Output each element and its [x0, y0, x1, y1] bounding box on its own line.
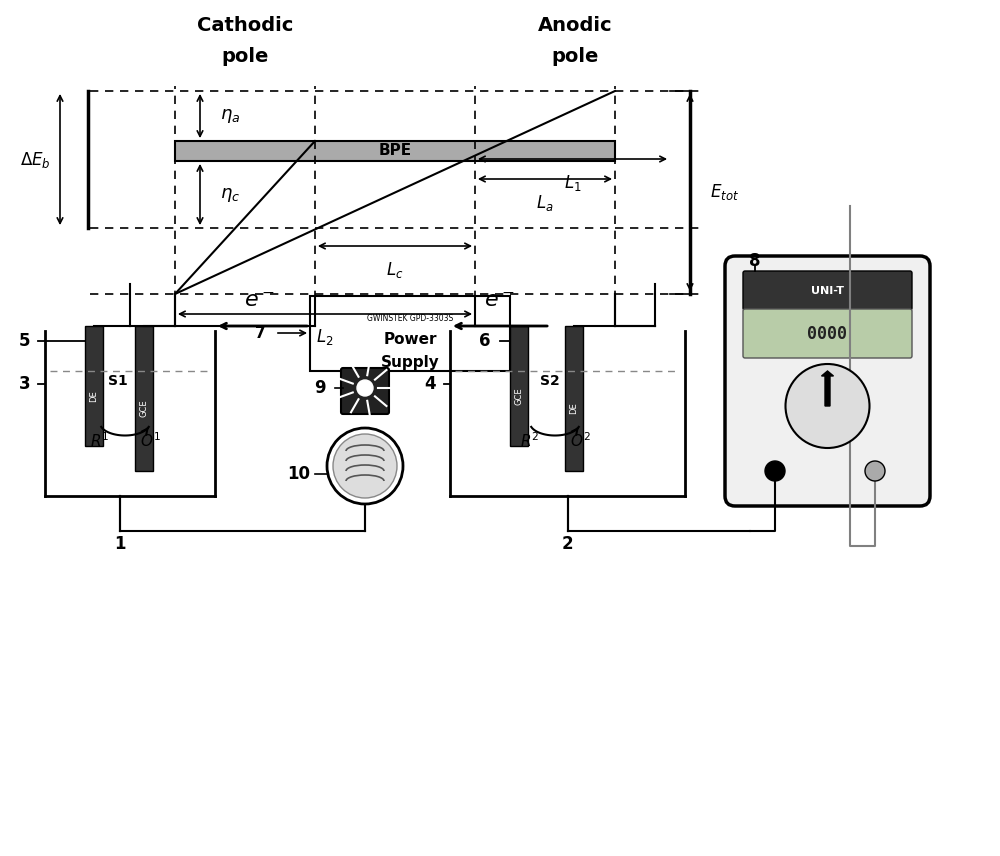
Text: 9: 9 [314, 379, 326, 397]
Text: 7: 7 [255, 325, 265, 341]
Text: S2: S2 [540, 374, 560, 388]
Bar [175, 141, 615, 161]
Text: DE: DE [90, 390, 98, 401]
Text: GCE: GCE [514, 387, 524, 405]
Text: 4: 4 [424, 375, 436, 393]
Bar [85, 326, 103, 446]
Text: 10: 10 [287, 465, 310, 483]
Text: $L_a$: $L_a$ [536, 193, 554, 213]
Text: GWINSTEK GPD-3303S: GWINSTEK GPD-3303S [367, 314, 453, 323]
Text: Supply: Supply [381, 355, 439, 371]
Text: $e^-$: $e^-$ [484, 291, 516, 311]
Text: $L_c$: $L_c$ [386, 260, 404, 280]
Text: 5: 5 [19, 332, 31, 350]
Bar [565, 326, 583, 471]
FancyBboxPatch shape [725, 256, 930, 506]
Text: 1: 1 [114, 535, 126, 553]
Circle shape [327, 428, 403, 504]
Bar [135, 326, 153, 471]
Text: $L_1$: $L_1$ [564, 173, 581, 193]
Text: $e^-$: $e^-$ [244, 291, 276, 311]
Text: 3: 3 [19, 375, 31, 393]
Text: pole: pole [551, 46, 599, 66]
Text: 2: 2 [562, 535, 573, 553]
Text: 6: 6 [479, 332, 491, 350]
FancyBboxPatch shape [310, 296, 510, 371]
FancyArrow shape [822, 371, 834, 406]
Text: $\Delta E_b$: $\Delta E_b$ [20, 150, 50, 169]
FancyBboxPatch shape [743, 271, 912, 310]
Circle shape [765, 461, 785, 481]
Text: 0000: 0000 [808, 325, 848, 343]
Text: pole: pole [221, 46, 269, 66]
Text: $O^1$: $O^1$ [140, 431, 160, 450]
Text: UNI-T: UNI-T [811, 286, 844, 296]
Text: BPE: BPE [378, 144, 412, 158]
Circle shape [786, 364, 870, 448]
Text: $\eta_a$: $\eta_a$ [220, 107, 240, 125]
Text: 8: 8 [749, 252, 761, 270]
Circle shape [357, 380, 373, 396]
Text: $O^2$: $O^2$ [570, 431, 590, 450]
Text: S1: S1 [108, 374, 128, 388]
Circle shape [333, 434, 397, 498]
Bar [510, 326, 528, 446]
Text: $R^1$: $R^1$ [90, 431, 110, 450]
Circle shape [865, 461, 885, 481]
Text: Anodic: Anodic [538, 16, 612, 35]
Text: $L_2$: $L_2$ [316, 327, 334, 347]
Text: Power: Power [383, 331, 437, 347]
FancyBboxPatch shape [743, 309, 912, 358]
Text: Cathodic: Cathodic [197, 16, 293, 35]
FancyBboxPatch shape [341, 368, 389, 414]
Text: $R^2$: $R^2$ [520, 431, 540, 450]
Text: GCE: GCE [140, 400, 149, 418]
Text: DE: DE [570, 402, 578, 414]
Text: $E_{tot}$: $E_{tot}$ [710, 182, 739, 203]
Text: $\eta_c$: $\eta_c$ [220, 186, 240, 204]
